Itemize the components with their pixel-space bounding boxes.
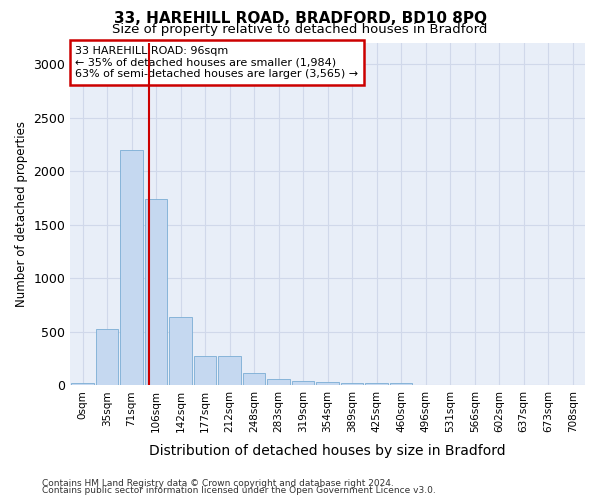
Text: 33, HAREHILL ROAD, BRADFORD, BD10 8PQ: 33, HAREHILL ROAD, BRADFORD, BD10 8PQ [113,11,487,26]
Bar [120,150,143,386]
Text: Contains public sector information licensed under the Open Government Licence v3: Contains public sector information licen… [42,486,436,495]
X-axis label: Distribution of detached houses by size in Bradford: Distribution of detached houses by size … [149,444,506,458]
Bar [292,381,314,386]
Text: Contains HM Land Registry data © Crown copyright and database right 2024.: Contains HM Land Registry data © Crown c… [42,478,394,488]
Bar [145,199,167,386]
Bar [71,382,94,386]
Bar [316,382,339,386]
Bar [390,384,412,386]
Bar [218,356,241,386]
Bar [268,379,290,386]
Text: 33 HAREHILL ROAD: 96sqm
← 35% of detached houses are smaller (1,984)
63% of semi: 33 HAREHILL ROAD: 96sqm ← 35% of detache… [76,46,359,79]
Bar [169,317,192,386]
Y-axis label: Number of detached properties: Number of detached properties [15,121,28,307]
Bar [96,329,118,386]
Bar [243,372,265,386]
Bar [341,384,364,386]
Bar [365,384,388,386]
Text: Size of property relative to detached houses in Bradford: Size of property relative to detached ho… [112,22,488,36]
Bar [194,356,217,386]
